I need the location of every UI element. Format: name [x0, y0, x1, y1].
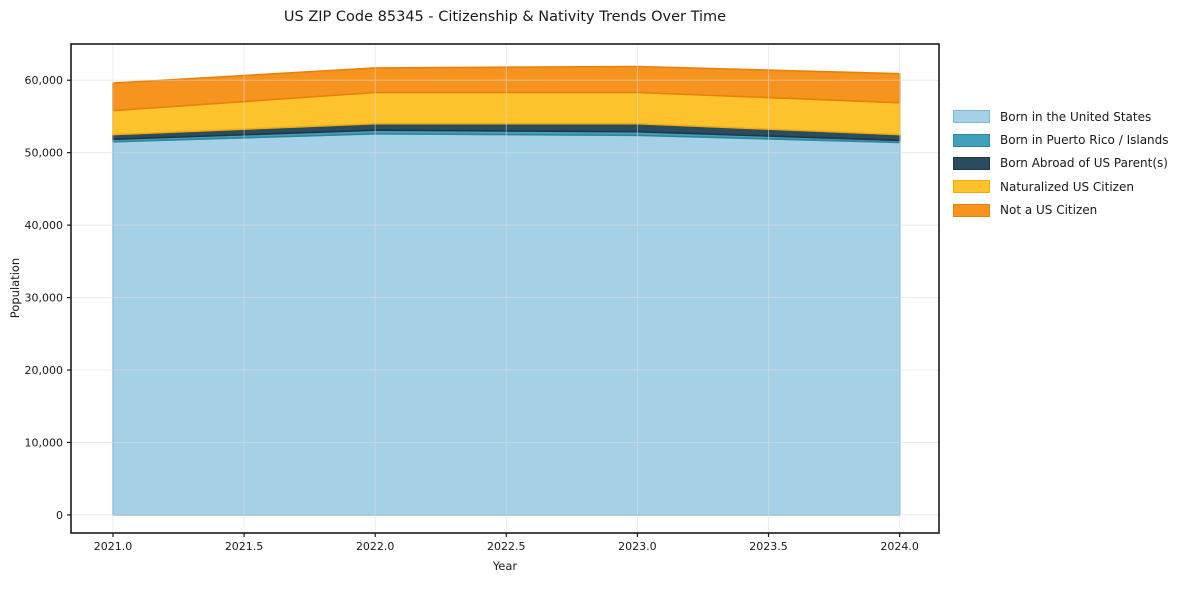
legend-item-not-a-us-citizen: Not a US Citizen [953, 199, 1169, 222]
gridlines [71, 44, 939, 533]
y-axis-label: Population [8, 257, 22, 319]
y-tick-label: 50,000 [25, 147, 64, 160]
y-tick-labels: 0 10,000 20,000 30,000 40,000 50,000 60,000 [25, 74, 64, 522]
legend-swatch [953, 203, 990, 217]
plot-border [70, 43, 940, 534]
axis-ticks [67, 79, 901, 537]
x-tick-label: 2024.0 [880, 540, 919, 553]
legend-swatch [953, 156, 990, 170]
x-tick-label: 2023.0 [618, 540, 657, 553]
legend-label: Naturalized US Citizen [1000, 179, 1134, 194]
y-tick-label: 10,000 [25, 436, 64, 449]
legend-item-naturalized-us-citizen: Naturalized US Citizen [953, 175, 1169, 198]
legend-swatch [953, 180, 990, 194]
x-tick-label: 2021.5 [225, 540, 264, 553]
legend-label: Not a US Citizen [1000, 203, 1098, 218]
chart-title: US ZIP Code 85345 - Citizenship & Nativi… [283, 9, 727, 25]
x-tick-label: 2023.5 [749, 540, 788, 553]
x-tick-label: 2022.0 [356, 540, 395, 553]
x-tick-label: 2021.0 [94, 540, 133, 553]
legend: Born in the United States Born in Puerto … [953, 105, 1169, 222]
legend-item-born-in-puerto-rico-islands: Born in Puerto Rico / Islands [953, 128, 1169, 151]
y-tick-label: 30,000 [25, 292, 64, 305]
x-tick-labels: 2021.0 2021.5 2022.0 2022.5 2023.0 2023.5 2024… [94, 540, 919, 553]
legend-item-born-in-the-united-states: Born in the United States [953, 105, 1169, 128]
legend-swatch [953, 110, 990, 124]
y-tick-label: 40,000 [25, 219, 64, 232]
legend-label: Born Abroad of US Parent(s) [1000, 156, 1168, 171]
legend-label: Born in the United States [1000, 109, 1152, 124]
x-tick-label: 2022.5 [487, 540, 526, 553]
legend-item-born-abroad-of-us-parents: Born Abroad of US Parent(s) [953, 152, 1169, 175]
legend-swatch [953, 133, 990, 147]
y-tick-label: 0 [56, 509, 63, 522]
x-axis-label: Year [492, 559, 518, 573]
legend-label: Born in Puerto Rico / Islands [1000, 133, 1169, 148]
y-tick-label: 20,000 [25, 364, 64, 377]
y-tick-label: 60,000 [25, 74, 64, 87]
